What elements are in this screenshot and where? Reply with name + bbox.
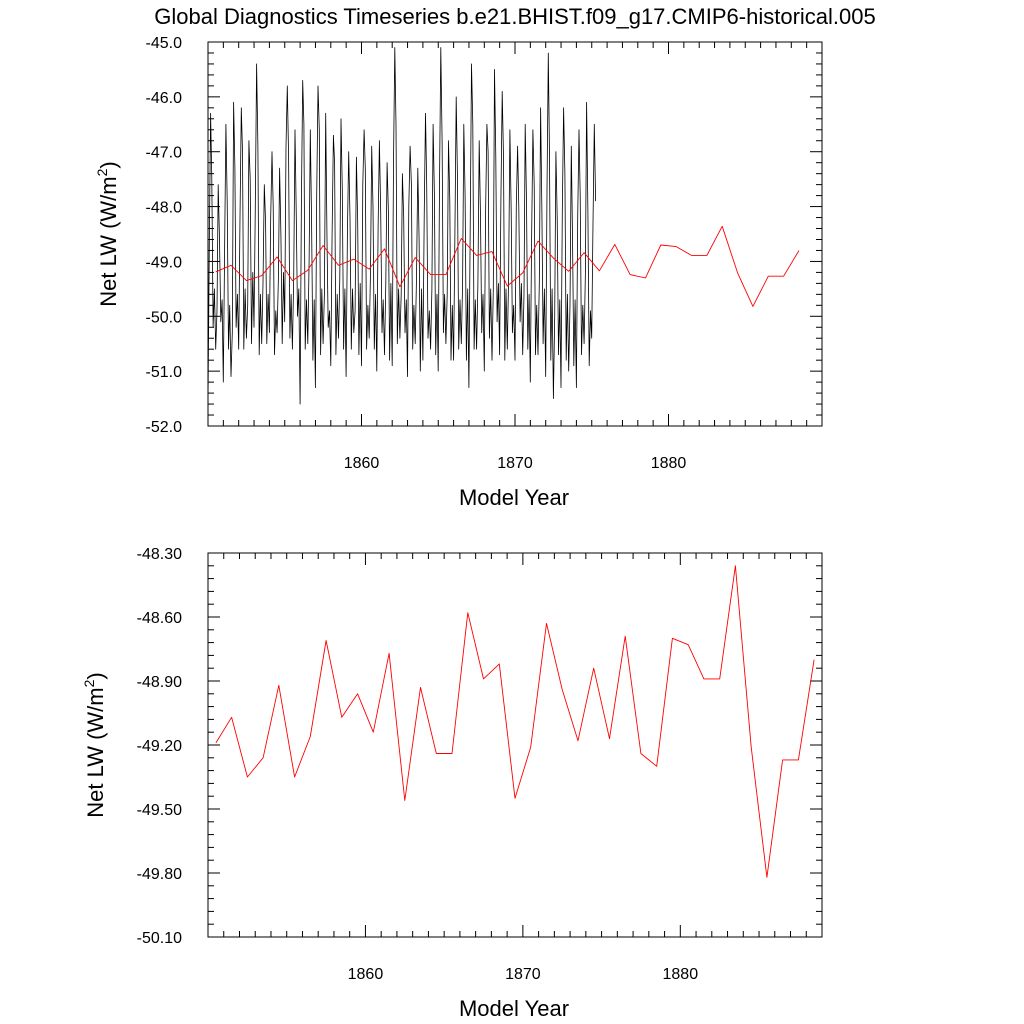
y-tick-label: -48.60 — [137, 610, 182, 627]
x-tick-label: 1880 — [663, 966, 699, 983]
top-x-axis-title: Model Year — [459, 485, 569, 510]
y-tick-label: -48.30 — [137, 546, 182, 563]
bottom-chart-panel: 1860 1870 1880 -48.30 -48.60 -48.90 -49.20 -49… — [81, 546, 823, 1021]
bottom-x-tick-labels: 1860 1870 1880 — [348, 966, 699, 983]
y-tick-label: -48.90 — [137, 674, 182, 691]
y-tick-label: -52.0 — [146, 419, 183, 436]
x-tick-label: 1880 — [651, 455, 687, 472]
top-chart-panel: 1860 1870 1880 -45.0 -46.0 -47.0 -48.0 -49.0 -5… — [94, 35, 823, 510]
y-tick-label: -51.0 — [146, 364, 183, 381]
x-tick-label: 1860 — [344, 455, 380, 472]
y-tick-label: -47.0 — [146, 145, 183, 162]
bottom-plot-area — [207, 552, 823, 938]
top-x-tick-labels: 1860 1870 1880 — [344, 455, 687, 472]
y-tick-label: -49.0 — [146, 254, 183, 271]
bottom-x-axis-title: Model Year — [459, 996, 569, 1021]
top-y-axis-title: Net LW (W/m2) — [94, 161, 121, 306]
y-tick-label: -46.0 — [146, 90, 183, 107]
y-tick-label: -49.20 — [137, 738, 182, 755]
x-tick-label: 1870 — [497, 455, 533, 472]
top-y-tick-labels: -45.0 -46.0 -47.0 -48.0 -49.0 -50.0 -51.0 -52.0 — [146, 35, 183, 436]
top-plot-area — [207, 41, 823, 427]
y-tick-label: -49.50 — [137, 802, 182, 819]
series-line-monthly — [207, 47, 596, 405]
figure-title: Global Diagnostics Timeseries b.e21.BHIS… — [154, 4, 875, 29]
x-tick-label: 1860 — [348, 966, 384, 983]
series-line-annual-mean — [215, 565, 815, 878]
y-tick-label: -48.0 — [146, 200, 183, 217]
bottom-y-tick-labels: -48.30 -48.60 -48.90 -49.20 -49.50 -49.80 -50.… — [137, 546, 182, 947]
series-line-annual-mean — [215, 225, 800, 307]
y-tick-label: -49.80 — [137, 866, 182, 883]
y-tick-label: -50.10 — [137, 930, 182, 947]
y-tick-label: -50.0 — [146, 309, 183, 326]
y-tick-label: -45.0 — [146, 35, 183, 52]
plot-frame — [207, 552, 823, 938]
bottom-y-axis-title: Net LW (W/m2) — [81, 672, 108, 817]
x-tick-label: 1870 — [505, 966, 541, 983]
